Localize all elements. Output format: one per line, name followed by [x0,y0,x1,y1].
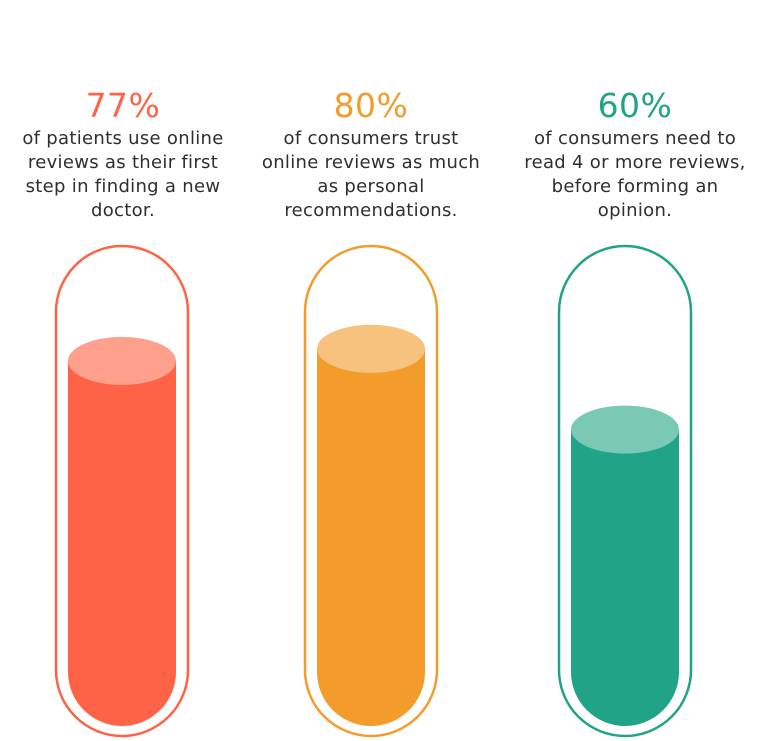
stat-description: of consumers need to read 4 or more revi… [513,127,757,223]
tube-fill-bar [571,429,679,726]
stat-description-line: online reviews as much [261,152,481,173]
stat-description-line: of consumers trust [283,128,459,149]
stat-description-line: recommendations. [284,200,458,221]
stat-description-line: read 4 or more reviews, [524,152,746,173]
stat-percentage: 60% [597,86,673,125]
tube-fill-cap [317,324,425,373]
stat-description: of consumers trust online reviews as muc… [259,127,483,223]
stat-description-line: before forming an [551,176,719,197]
stat-percentage: 80% [333,86,409,125]
stat-block: 77% of patients use online reviews as th… [13,88,233,223]
stat-description-line: step in finding a new [25,176,221,197]
tube-fill-bar [68,360,176,726]
stat-description-line: opinion. [597,200,673,221]
tube-outline [54,244,190,738]
stat-description-line: reviews as their first [27,152,219,173]
tube-outline [303,244,439,738]
tube-fill-cap [68,336,176,385]
stat-description-line: of patients use online [22,128,224,149]
tube-outline [557,244,693,738]
tube-fill-bar [317,348,425,726]
tube-fill-cap [571,405,679,454]
stat-percentage: 77% [85,86,161,125]
stat-description: of patients use online reviews as their … [13,127,233,223]
stat-description-line: doctor. [91,200,155,221]
stat-block: 80% of consumers trust online reviews as… [259,88,483,223]
stat-block: 60% of consumers need to read 4 or more … [513,88,757,223]
stat-description-line: as personal [317,176,425,197]
stat-description-line: of consumers need to [533,128,737,149]
